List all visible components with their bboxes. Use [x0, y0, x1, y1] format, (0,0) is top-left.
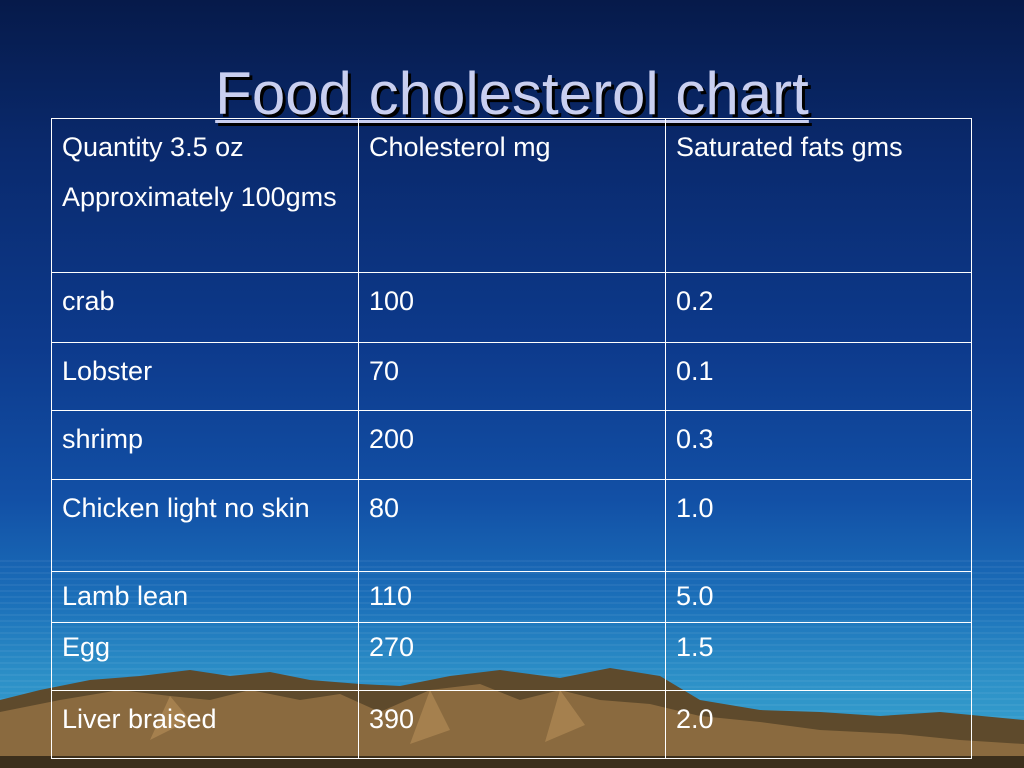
saturated-cell: 5.0 [665, 571, 972, 623]
table-row: Lamb lean 110 5.0 [51, 571, 972, 623]
food-cell: Liver braised [51, 690, 359, 759]
food-cell: Lobster [51, 342, 359, 411]
table-row: Liver braised 390 2.0 [51, 690, 972, 759]
table-row: crab 100 0.2 [51, 272, 972, 343]
header-saturated-cell: Saturated fats gms [665, 118, 972, 273]
cholesterol-cell: 200 [358, 410, 666, 480]
table-row: Egg 270 1.5 [51, 622, 972, 691]
food-cell: Chicken light no skin [51, 479, 359, 572]
cholesterol-cell: 70 [358, 342, 666, 411]
saturated-cell: 1.5 [665, 622, 972, 691]
saturated-cell: 0.1 [665, 342, 972, 411]
cholesterol-cell: 80 [358, 479, 666, 572]
header-quantity-cell: Quantity 3.5 oz Approximately 100gms [51, 118, 359, 273]
food-cell: shrimp [51, 410, 359, 480]
saturated-cell: 0.3 [665, 410, 972, 480]
header-cholesterol-label: Cholesterol mg [369, 132, 551, 162]
food-cell: crab [51, 272, 359, 343]
cholesterol-cell: 100 [358, 272, 666, 343]
saturated-cell: 1.0 [665, 479, 972, 572]
header-quantity-line2: Approximately 100gms [62, 182, 337, 212]
food-cell: Lamb lean [51, 571, 359, 623]
saturated-cell: 2.0 [665, 690, 972, 759]
header-cholesterol-cell: Cholesterol mg [358, 118, 666, 273]
cholesterol-cell: 390 [358, 690, 666, 759]
table-row: Lobster 70 0.1 [51, 342, 972, 411]
table-header-row: Quantity 3.5 oz Approximately 100gms Cho… [51, 118, 972, 273]
cholesterol-cell: 110 [358, 571, 666, 623]
food-cell: Egg [51, 622, 359, 691]
table-row: Chicken light no skin 80 1.0 [51, 479, 972, 572]
saturated-cell: 0.2 [665, 272, 972, 343]
cholesterol-table: Quantity 3.5 oz Approximately 100gms Cho… [51, 118, 972, 759]
header-quantity-line1: Quantity 3.5 oz [62, 132, 244, 162]
header-saturated-label: Saturated fats gms [676, 132, 903, 162]
table-row: shrimp 200 0.3 [51, 410, 972, 480]
page-title: Food cholesterol chart [215, 60, 809, 127]
cholesterol-cell: 270 [358, 622, 666, 691]
